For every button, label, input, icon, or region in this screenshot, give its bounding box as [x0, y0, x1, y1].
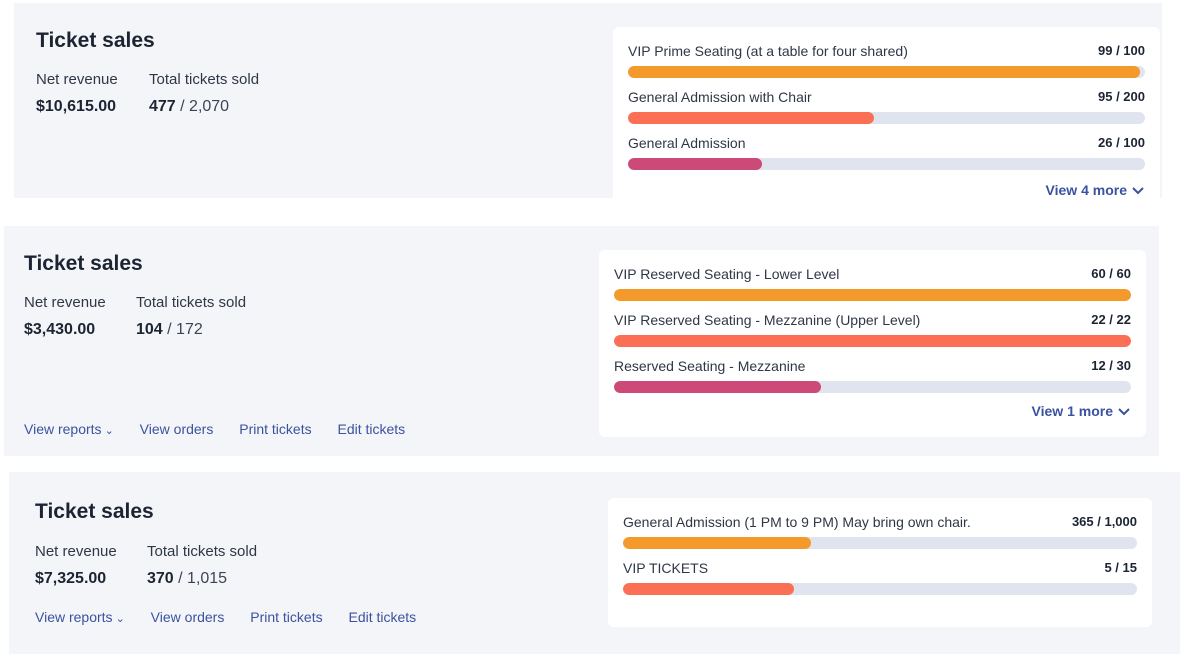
tier-progress-fill [628, 112, 874, 124]
view-reports-label: View reports [35, 609, 113, 625]
tier-name: VIP Reserved Seating - Lower Level [614, 266, 840, 282]
tickets-sold-value: 104 / 172 [136, 321, 203, 339]
net-revenue-label: Net revenue [35, 543, 117, 560]
chevron-down-icon: ⌄ [115, 613, 125, 625]
ticket-tier-row: VIP Prime Seating (at a table for four s… [613, 37, 1160, 83]
action-links: View reports ⌄ View orders Print tickets … [35, 609, 438, 625]
net-revenue-value: $7,325.00 [35, 570, 107, 587]
tier-progress-track [628, 112, 1145, 124]
view-orders-link[interactable]: View orders [150, 609, 225, 625]
tier-count: 26 / 100 [1098, 135, 1145, 150]
tier-count: 99 / 100 [1098, 43, 1145, 58]
edit-tickets-link[interactable]: Edit tickets [348, 609, 417, 625]
total-sold-label: Total tickets sold [147, 543, 258, 560]
tier-progress-track [614, 335, 1131, 347]
chevron-down-icon: ⌄ [104, 425, 114, 437]
tier-count: 95 / 200 [1098, 89, 1145, 104]
ticket-tier-row: VIP Reserved Seating - Mezzanine (Upper … [599, 306, 1146, 352]
tier-progress-fill [623, 537, 811, 549]
tier-progress-fill [628, 66, 1140, 78]
section-title: Ticket sales [35, 500, 154, 523]
tier-progress-track [628, 66, 1145, 78]
print-tickets-link[interactable]: Print tickets [250, 609, 323, 625]
tier-progress-fill [614, 335, 1131, 347]
tickets-total: / 172 [162, 321, 203, 338]
action-links: View reports ⌄ View orders Print tickets … [24, 421, 427, 437]
ticket-tiers-card: VIP Reserved Seating - Lower Level 60 / … [599, 250, 1146, 437]
tier-count: 60 / 60 [1091, 266, 1131, 281]
net-revenue-value: $10,615.00 [36, 98, 117, 115]
tier-count: 5 / 15 [1104, 560, 1137, 575]
chevron-down-icon [1118, 408, 1130, 416]
ticket-tier-row: General Admission 26 / 100 [613, 129, 1160, 175]
view-more-button[interactable]: View 4 more [1046, 182, 1145, 198]
tier-name: VIP TICKETS [623, 560, 709, 576]
view-more-label: View 4 more [1045, 182, 1127, 198]
tickets-sold-value: 370 / 1,015 [147, 570, 227, 588]
tier-progress-track [614, 381, 1131, 393]
view-orders-link[interactable]: View orders [139, 421, 214, 437]
ticket-tier-row: General Admission with Chair 95 / 200 [613, 83, 1160, 129]
net-revenue-label: Net revenue [24, 294, 106, 311]
tier-name: VIP Prime Seating (at a table for four s… [628, 43, 908, 59]
total-sold-label: Total tickets sold [149, 71, 260, 88]
tier-name: Reserved Seating - Mezzanine [614, 358, 806, 374]
edit-tickets-link[interactable]: Edit tickets [337, 421, 406, 437]
tier-progress-track [628, 158, 1145, 170]
tier-progress-fill [614, 289, 1131, 301]
tickets-sold: 370 [147, 570, 174, 587]
tier-progress-fill [623, 583, 795, 595]
tier-progress-track [623, 537, 1137, 549]
tickets-total: / 1,015 [173, 570, 228, 587]
tier-name: VIP Reserved Seating - Mezzanine (Upper … [614, 312, 921, 328]
ticket-tiers-card: General Admission (1 PM to 9 PM) May bri… [608, 498, 1152, 627]
net-revenue-label: Net revenue [36, 71, 118, 88]
tickets-total: / 2,070 [175, 98, 230, 115]
view-reports-link[interactable]: View reports ⌄ [24, 421, 114, 437]
ticket-tier-row: Reserved Seating - Mezzanine 12 / 30 [599, 352, 1146, 398]
tier-count: 365 / 1,000 [1071, 514, 1137, 529]
tier-name: General Admission [628, 135, 746, 151]
tier-progress-fill [614, 381, 821, 393]
tier-count: 12 / 30 [1091, 358, 1131, 373]
ticket-tier-row: General Admission (1 PM to 9 PM) May bri… [608, 508, 1152, 554]
tickets-sold: 104 [136, 321, 163, 338]
tickets-sold: 477 [149, 98, 176, 115]
section-title: Ticket sales [36, 29, 155, 52]
ticket-tiers-card: VIP Prime Seating (at a table for four s… [613, 27, 1160, 207]
ticket-tier-row: VIP TICKETS 5 / 15 [608, 554, 1152, 600]
tier-progress-track [614, 289, 1131, 301]
tier-progress-fill [628, 158, 763, 170]
view-reports-label: View reports [24, 421, 102, 437]
net-revenue-value: $3,430.00 [24, 321, 96, 338]
tier-count: 22 / 22 [1091, 312, 1131, 327]
chevron-down-icon [1132, 187, 1144, 195]
tickets-sold-value: 477 / 2,070 [149, 98, 229, 116]
total-sold-label: Total tickets sold [136, 294, 247, 311]
view-more-button[interactable]: View 1 more [1032, 403, 1131, 419]
tier-progress-track [623, 583, 1137, 595]
section-title: Ticket sales [24, 252, 143, 275]
view-more-label: View 1 more [1031, 403, 1113, 419]
tier-name: General Admission with Chair [628, 89, 812, 105]
print-tickets-link[interactable]: Print tickets [239, 421, 312, 437]
view-reports-link[interactable]: View reports ⌄ [35, 609, 125, 625]
tier-name: General Admission (1 PM to 9 PM) May bri… [623, 514, 971, 530]
ticket-tier-row: VIP Reserved Seating - Lower Level 60 / … [599, 260, 1146, 306]
